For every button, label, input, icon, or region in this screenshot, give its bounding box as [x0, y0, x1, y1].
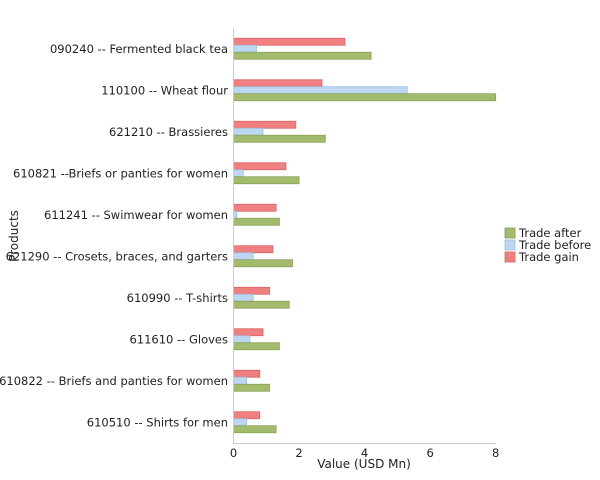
bar-trade-before [233, 418, 248, 427]
bar-trade-after [233, 134, 326, 143]
category-label: 090240 -- Fermented black tea [50, 42, 228, 56]
bar-trade-before [233, 252, 254, 261]
bar-trade-gain [233, 286, 270, 295]
category-label: 621210 -- Brassieres [109, 125, 228, 139]
bar-trade-after [233, 176, 300, 185]
bar-trade-after [233, 383, 270, 392]
bar-trade-gain [233, 79, 323, 88]
category-label: 610510 -- Shirts for men [87, 415, 228, 429]
bar-trade-before [233, 44, 257, 53]
x-tick-label: 6 [426, 446, 433, 460]
legend-label: Trade after [518, 226, 582, 240]
bar-trade-after [233, 93, 497, 102]
bar-trade-before [233, 169, 244, 178]
x-axis-title: Value (USD Mn) [317, 457, 411, 471]
bar-trade-after [233, 425, 277, 434]
legend-label: Trade gain [518, 250, 579, 264]
y-axis-title: Products [7, 210, 21, 262]
bar-trade-gain [233, 37, 346, 46]
category-label: 610821 --Briefs or panties for women [13, 166, 228, 180]
bar-trade-before [233, 293, 254, 302]
bar-trade-gain [233, 411, 261, 420]
bar-trade-before [233, 376, 248, 385]
bar-trade-gain [233, 203, 277, 212]
legend-swatch [504, 251, 516, 263]
bar-trade-gain [233, 369, 261, 378]
legend-swatch [504, 227, 516, 239]
bar-trade-gain [233, 120, 297, 129]
category-label: 611241 -- Swimwear for women [44, 208, 228, 222]
bar-trade-gain [233, 328, 264, 337]
x-tick-label: 4 [361, 446, 368, 460]
x-tick-label: 2 [295, 446, 302, 460]
category-label: 610822 -- Briefs and panties for women [0, 374, 228, 388]
bar-trade-before [233, 335, 251, 344]
bar-trade-after [233, 51, 372, 60]
bar-trade-after [233, 300, 290, 309]
bar-trade-gain [233, 162, 287, 171]
category-label: 610990 -- T-shirts [127, 291, 228, 305]
legend-swatch [504, 239, 516, 251]
bar-trade-after [233, 217, 280, 226]
x-tick-label: 0 [230, 446, 237, 460]
bar-trade-after [233, 259, 293, 268]
bar-trade-gain [233, 245, 274, 254]
legend-label: Trade before [518, 238, 591, 252]
category-label: 110100 -- Wheat flour [101, 83, 228, 97]
bar-trade-after [233, 342, 280, 351]
x-tick-label: 8 [492, 446, 499, 460]
bar-trade-before [233, 127, 264, 136]
bar-trade-before [233, 86, 408, 95]
category-label: 611610 -- Gloves [129, 332, 228, 346]
category-label: 621290 -- Crosets, braces, and garters [6, 249, 228, 263]
